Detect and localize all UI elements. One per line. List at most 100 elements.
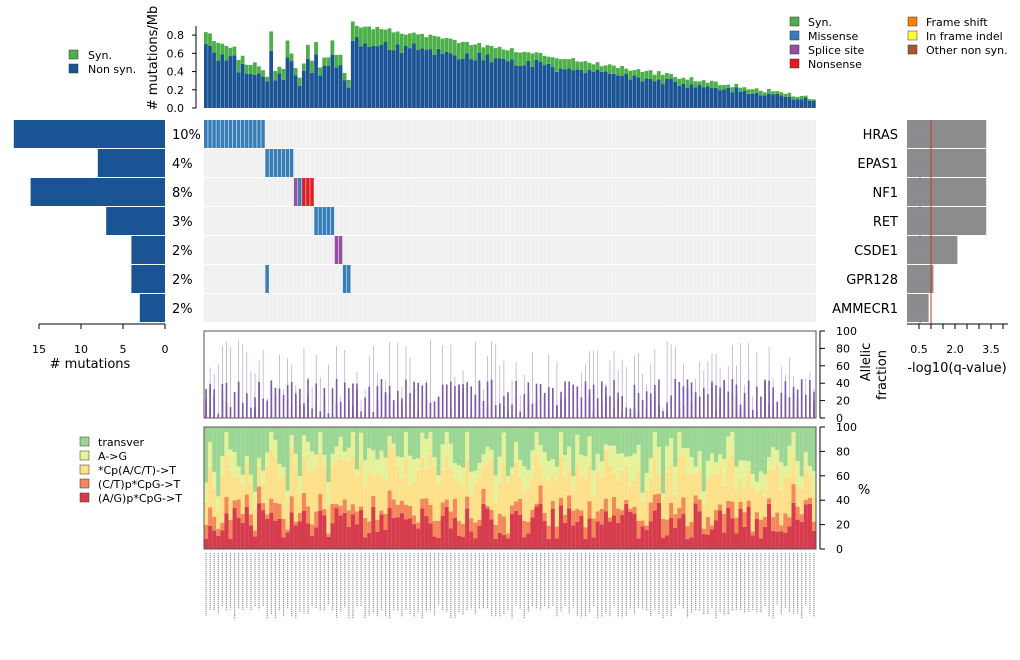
spectrum-segment — [734, 491, 739, 518]
legend-agcpg: (A/G)p*CpG->T — [98, 492, 182, 505]
legend-transver: transver — [98, 436, 145, 449]
spectrum-segment — [616, 480, 621, 509]
spectrum-segment — [285, 490, 290, 506]
rate-syn-bar — [677, 78, 682, 86]
rate-syn-bar — [346, 79, 351, 88]
spectrum-segment — [705, 534, 710, 549]
spectrum-segment — [722, 532, 727, 549]
spectrum-segment — [444, 431, 449, 457]
gene-label-ret: RET — [873, 215, 898, 230]
heatmap-cell-missense — [244, 120, 249, 148]
spectrum-segment — [387, 435, 392, 444]
spectrum-segment — [306, 441, 311, 472]
spectrum-segment — [277, 503, 282, 519]
spectrum-segment — [762, 473, 768, 496]
spectrum-segment — [436, 427, 441, 476]
spectrum-segment — [612, 427, 617, 446]
spectrum-segment — [330, 464, 335, 505]
spectrum-segment — [395, 456, 400, 467]
spectrum-legend: transver A->G *Cp(A/C/T)->T (C/T)p*CpG->… — [79, 436, 182, 505]
rate-syn-bar — [771, 91, 775, 95]
spectrum-segment — [416, 427, 421, 459]
spectrum-segment — [795, 461, 800, 488]
rate-syn-bar — [636, 69, 641, 78]
spectrum-segment — [485, 508, 490, 549]
spectrum-segment — [289, 512, 294, 549]
spectrum-segment — [465, 508, 470, 549]
spectrum-segment — [310, 535, 315, 549]
rate-syn-bar — [277, 66, 282, 74]
spectrum-segment — [208, 442, 213, 467]
spectrum-segment — [277, 427, 282, 464]
spectrum-segment — [640, 492, 645, 501]
rate-syn-bar — [208, 33, 212, 46]
spectrum-segment — [542, 452, 547, 482]
rate-nonsyn-bar — [501, 58, 506, 108]
spectrum-segment — [767, 498, 772, 504]
rate-legend: Syn. Non syn. — [68, 49, 136, 76]
spectrum-segment — [387, 490, 392, 508]
spectrum-segment — [412, 524, 417, 549]
spectrum-segment — [530, 509, 535, 518]
spectrum-segment — [232, 477, 237, 501]
rate-syn-bar — [465, 41, 469, 54]
spectrum-segment — [730, 518, 735, 549]
spectrum-segment — [587, 436, 592, 466]
spectrum-segment — [232, 452, 237, 478]
spectrum-segment — [379, 450, 384, 477]
spectrum-segment — [660, 518, 666, 538]
spectrum-segment — [546, 479, 551, 526]
rate-nonsyn-bar — [673, 82, 677, 108]
spectrum-segment — [444, 427, 449, 432]
heatmap-row-hras — [204, 120, 816, 148]
rate-syn-bar — [783, 93, 788, 97]
spectrum-segment — [689, 427, 694, 457]
rate-syn-bar — [803, 95, 808, 98]
rate-nonsyn-bar — [530, 66, 535, 108]
count-bar-gpr128 — [131, 265, 165, 293]
spectrum-segment — [379, 514, 384, 549]
spectrum-segment — [632, 453, 637, 481]
spectrum-segment — [248, 525, 254, 549]
spectrum-segment — [754, 491, 759, 513]
rate-nonsyn-bar — [783, 96, 788, 108]
rate-syn-bar — [522, 51, 527, 66]
spectrum-bars — [204, 427, 817, 549]
rate-syn-bar — [289, 53, 294, 62]
spectrum-segment — [750, 485, 755, 532]
spectrum-segment — [220, 456, 225, 477]
spectrum-segment — [554, 466, 560, 481]
rate-syn-bar — [350, 21, 355, 41]
rate-nonsyn-bar — [689, 84, 694, 108]
spectrum-segment — [534, 503, 539, 507]
spectrum-segment — [489, 449, 494, 459]
spectrum-segment — [693, 495, 698, 504]
rate-syn-bar — [265, 76, 269, 82]
spectrum-segment — [505, 427, 511, 476]
spectrum-segment — [228, 520, 233, 539]
rate-nonsyn-bar — [685, 87, 690, 108]
rate-nonsyn-bar — [330, 54, 335, 108]
mutation-rate-chart: 0.0 0.2 0.4 0.6 0.8 # mutations/Mb Syn. Non … — [68, 6, 816, 115]
spectrum-segment — [522, 427, 527, 467]
spectrum-segment — [473, 522, 478, 539]
spectrum-segment — [477, 477, 482, 520]
spectrum-segment — [473, 470, 478, 483]
q-tick-label: 2.0 — [946, 343, 964, 356]
spectrum-segment — [326, 482, 331, 506]
spectrum-segment — [783, 427, 788, 466]
spectrum-segment — [591, 470, 596, 497]
rate-nonsyn-bar — [811, 100, 816, 108]
spectrum-segment — [208, 525, 213, 549]
rate-syn-bar — [567, 59, 571, 69]
rate-syn-bar — [587, 62, 592, 70]
gene-label-nf1: NF1 — [873, 186, 898, 201]
spectrum-segment — [269, 427, 274, 432]
spectrum-segment — [244, 507, 249, 549]
spectrum-segment — [228, 470, 233, 521]
af-tick-label: 40 — [836, 377, 850, 390]
rate-syn-bar — [709, 80, 714, 89]
rate-syn-bar — [530, 53, 535, 67]
spectrum-segment — [746, 469, 751, 501]
spectrum-segment — [648, 502, 653, 522]
